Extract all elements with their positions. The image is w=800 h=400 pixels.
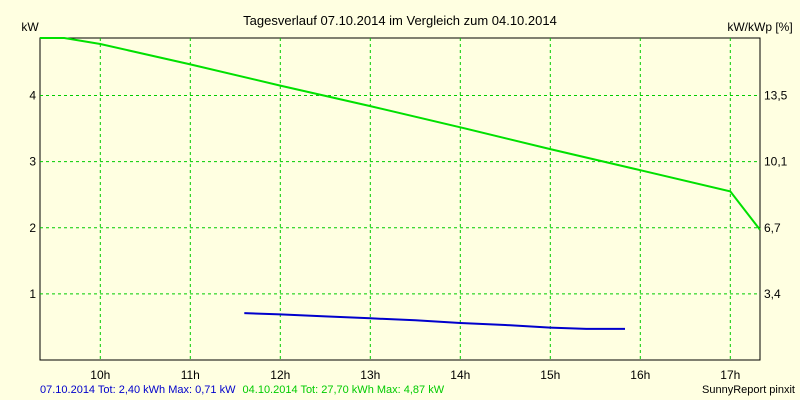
x-tick-label: 12h [270, 368, 290, 382]
y-left-tick-label: 1 [29, 287, 36, 301]
y-axis-left-label: kW [21, 20, 39, 34]
footer-legend: 07.10.2014 Tot: 2,40 kWh Max: 0,71 kW 04… [40, 384, 445, 396]
legend-series-04-10-2014: 04.10.2014 Tot: 27,70 kWh Max: 4,87 kW [243, 384, 445, 396]
x-axis-ticks: 10h 11h 12h 13h 14h 15h 16h 17h [90, 368, 740, 382]
y-right-tick-label: 6,7 [764, 221, 781, 235]
plot-area [39, 37, 761, 361]
y-right-tick-label: 10,1 [764, 155, 788, 169]
x-tick-label: 11h [181, 368, 200, 382]
chart-title: Tagesverlauf 07.10.2014 im Vergleich zum… [243, 13, 557, 28]
legend-series-07-10-2014: 07.10.2014 Tot: 2,40 kWh Max: 0,71 kW [40, 384, 236, 396]
y-left-tick-label: 4 [29, 89, 36, 103]
x-tick-label: 17h [720, 368, 740, 382]
y-left-tick-label: 3 [29, 155, 36, 169]
grid [40, 38, 760, 360]
series-line-04-10-2014 [40, 37, 761, 231]
y-axis-left-ticks: 1 2 3 4 [29, 89, 36, 301]
y-left-tick-label: 2 [29, 221, 36, 235]
x-tick-label: 13h [360, 368, 380, 382]
x-tick-label: 10h [90, 368, 110, 382]
series-line-07-10-2014 [244, 312, 625, 330]
series-lines [40, 37, 761, 330]
y-right-tick-label: 3,4 [764, 287, 781, 301]
y-axis-right-label: kW/kWp [%] [727, 20, 792, 34]
x-tick-label: 16h [630, 368, 650, 382]
y-axis-right-ticks: 3,4 6,7 10,1 13,5 [764, 89, 788, 301]
x-tick-label: 14h [450, 368, 470, 382]
y-right-tick-label: 13,5 [764, 89, 788, 103]
x-tick-label: 15h [540, 368, 560, 382]
brand-label: SunnyReport pinxit [702, 384, 795, 396]
